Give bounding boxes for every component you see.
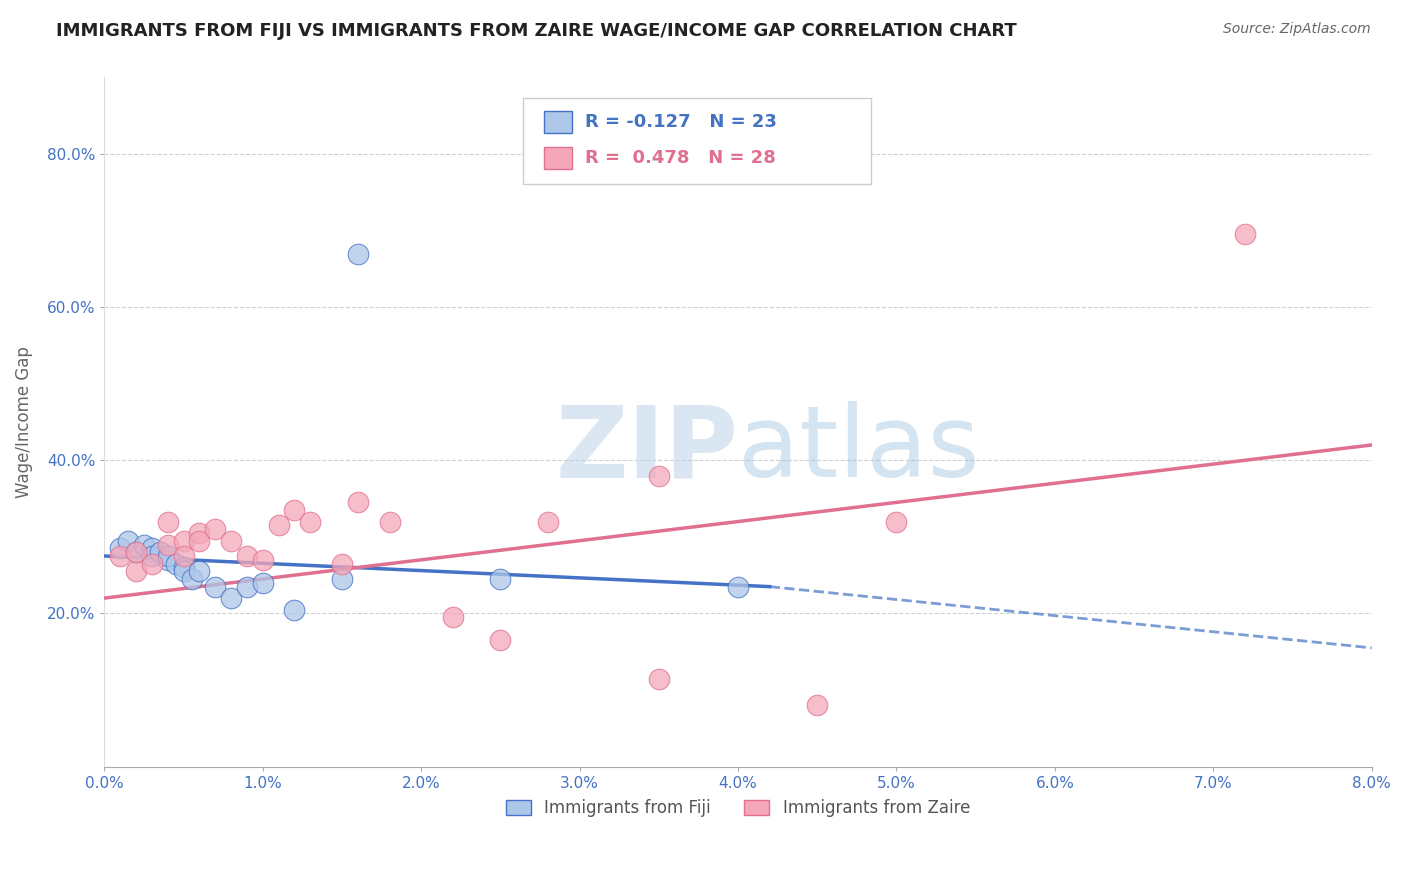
Point [283, 602, 305, 616]
Point [489, 572, 512, 586]
FancyBboxPatch shape [544, 112, 572, 133]
Point [141, 549, 163, 563]
Point [330, 557, 353, 571]
Text: atlas: atlas [738, 401, 980, 498]
Legend: Immigrants from Fiji, Immigrants from Zaire: Immigrants from Fiji, Immigrants from Za… [499, 792, 977, 823]
Point [219, 591, 242, 606]
Point [219, 533, 242, 548]
Point [806, 698, 828, 713]
Point [173, 560, 195, 574]
Point [378, 515, 401, 529]
Point [347, 246, 370, 260]
Text: IMMIGRANTS FROM FIJI VS IMMIGRANTS FROM ZAIRE WAGE/INCOME GAP CORRELATION CHART: IMMIGRANTS FROM FIJI VS IMMIGRANTS FROM … [56, 22, 1017, 40]
Point [110, 541, 132, 556]
Text: Source: ZipAtlas.com: Source: ZipAtlas.com [1223, 22, 1371, 37]
Point [236, 580, 259, 594]
Point [727, 580, 749, 594]
Point [180, 572, 202, 586]
Point [156, 549, 179, 563]
Point [117, 533, 139, 548]
Point [125, 545, 148, 559]
Point [299, 515, 322, 529]
Point [252, 575, 274, 590]
Point [173, 564, 195, 578]
Point [173, 549, 195, 563]
Point [648, 672, 671, 686]
Point [132, 537, 155, 551]
Point [156, 515, 179, 529]
Point [204, 580, 226, 594]
Point [347, 495, 370, 509]
Point [537, 515, 560, 529]
Text: R =  0.478   N = 28: R = 0.478 N = 28 [585, 149, 776, 167]
Point [267, 518, 290, 533]
Point [188, 526, 211, 541]
Point [441, 610, 464, 624]
Point [156, 553, 179, 567]
Point [489, 633, 512, 648]
FancyBboxPatch shape [544, 147, 572, 169]
Point [156, 537, 179, 551]
Point [110, 549, 132, 563]
Point [1233, 227, 1256, 242]
Point [141, 557, 163, 571]
Text: R = -0.127   N = 23: R = -0.127 N = 23 [585, 113, 776, 131]
Point [283, 503, 305, 517]
Point [204, 522, 226, 536]
Point [149, 545, 172, 559]
Point [188, 564, 211, 578]
Point [188, 533, 211, 548]
Point [236, 549, 259, 563]
Point [141, 541, 163, 556]
Point [165, 557, 187, 571]
Point [173, 533, 195, 548]
FancyBboxPatch shape [523, 98, 872, 185]
Point [886, 515, 908, 529]
Point [125, 564, 148, 578]
Y-axis label: Wage/Income Gap: Wage/Income Gap [15, 346, 32, 498]
Point [252, 553, 274, 567]
Point [648, 468, 671, 483]
Point [125, 545, 148, 559]
Text: ZIP: ZIP [555, 401, 738, 498]
Point [330, 572, 353, 586]
